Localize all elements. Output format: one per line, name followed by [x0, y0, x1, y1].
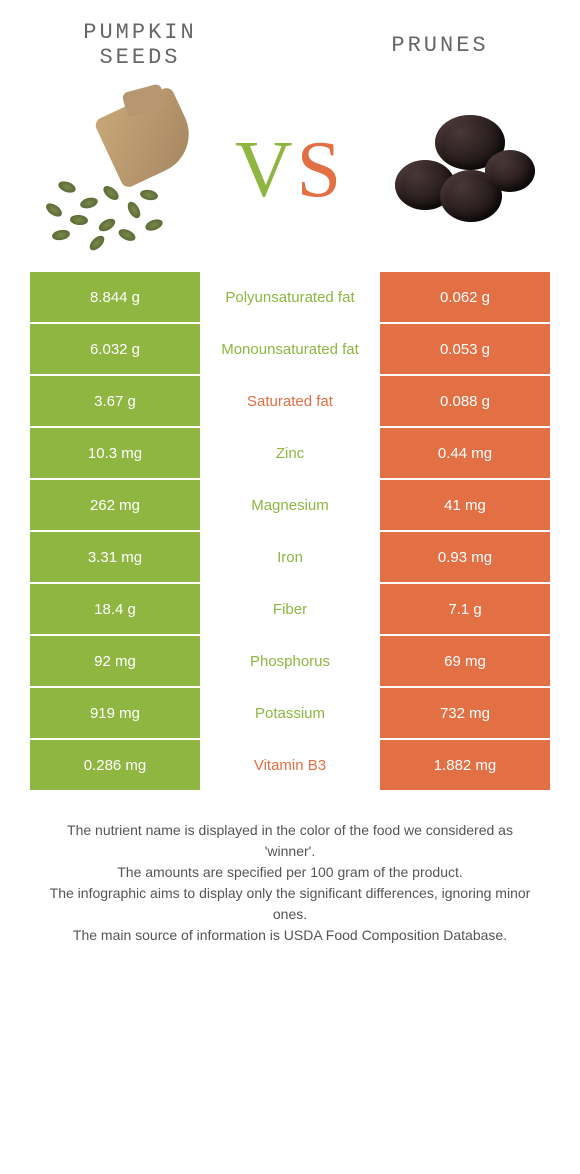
nutrient-row: 919 mgPotassium732 mg: [30, 686, 550, 738]
vs-v: V: [235, 126, 297, 214]
right-food-title: Prunes: [340, 33, 540, 58]
left-value: 10.3 mg: [30, 428, 200, 478]
nutrient-label: Potassium: [200, 688, 380, 738]
right-value: 7.1 g: [380, 584, 550, 634]
nutrient-label: Magnesium: [200, 480, 380, 530]
nutrient-row: 262 mgMagnesium41 mg: [30, 478, 550, 530]
right-value: 41 mg: [380, 480, 550, 530]
right-value: 0.088 g: [380, 376, 550, 426]
right-value: 0.44 mg: [380, 428, 550, 478]
nutrient-row: 3.31 mgIron0.93 mg: [30, 530, 550, 582]
nutrient-row: 0.286 mgVitamin B31.882 mg: [30, 738, 550, 790]
left-value: 92 mg: [30, 636, 200, 686]
nutrient-label: Polyunsaturated fat: [200, 272, 380, 322]
right-value: 0.93 mg: [380, 532, 550, 582]
left-food-image: [40, 90, 200, 250]
right-value: 732 mg: [380, 688, 550, 738]
left-value: 3.31 mg: [30, 532, 200, 582]
left-value: 3.67 g: [30, 376, 200, 426]
left-value: 919 mg: [30, 688, 200, 738]
right-value: 0.053 g: [380, 324, 550, 374]
vs-label: VS: [235, 125, 345, 216]
nutrient-label: Iron: [200, 532, 380, 582]
nutrient-row: 18.4 gFiber7.1 g: [30, 582, 550, 634]
nutrient-label: Saturated fat: [200, 376, 380, 426]
nutrient-row: 6.032 gMonounsaturated fat0.053 g: [30, 322, 550, 374]
nutrient-label: Monounsaturated fat: [200, 324, 380, 374]
left-value: 18.4 g: [30, 584, 200, 634]
footer-notes: The nutrient name is displayed in the co…: [0, 790, 580, 946]
left-value: 262 mg: [30, 480, 200, 530]
right-value: 0.062 g: [380, 272, 550, 322]
footer-line: The infographic aims to display only the…: [40, 883, 540, 925]
images-row: VS: [0, 80, 580, 270]
right-food-image: [380, 90, 540, 250]
vs-s: S: [297, 126, 346, 214]
nutrient-label: Phosphorus: [200, 636, 380, 686]
nutrient-row: 8.844 gPolyunsaturated fat0.062 g: [30, 270, 550, 322]
right-value: 69 mg: [380, 636, 550, 686]
footer-line: The nutrient name is displayed in the co…: [40, 820, 540, 862]
left-value: 0.286 mg: [30, 740, 200, 790]
footer-line: The amounts are specified per 100 gram o…: [40, 862, 540, 883]
left-food-title: PUMPKIN SEEDS: [40, 20, 240, 70]
nutrient-row: 3.67 gSaturated fat0.088 g: [30, 374, 550, 426]
left-value: 8.844 g: [30, 272, 200, 322]
nutrient-row: 92 mgPhosphorus69 mg: [30, 634, 550, 686]
nutrient-label: Fiber: [200, 584, 380, 634]
header: PUMPKIN SEEDS Prunes: [0, 0, 580, 80]
nutrient-table: 8.844 gPolyunsaturated fat0.062 g6.032 g…: [0, 270, 580, 790]
left-value: 6.032 g: [30, 324, 200, 374]
nutrient-label: Zinc: [200, 428, 380, 478]
nutrient-row: 10.3 mgZinc0.44 mg: [30, 426, 550, 478]
right-value: 1.882 mg: [380, 740, 550, 790]
nutrient-label: Vitamin B3: [200, 740, 380, 790]
footer-line: The main source of information is USDA F…: [40, 925, 540, 946]
